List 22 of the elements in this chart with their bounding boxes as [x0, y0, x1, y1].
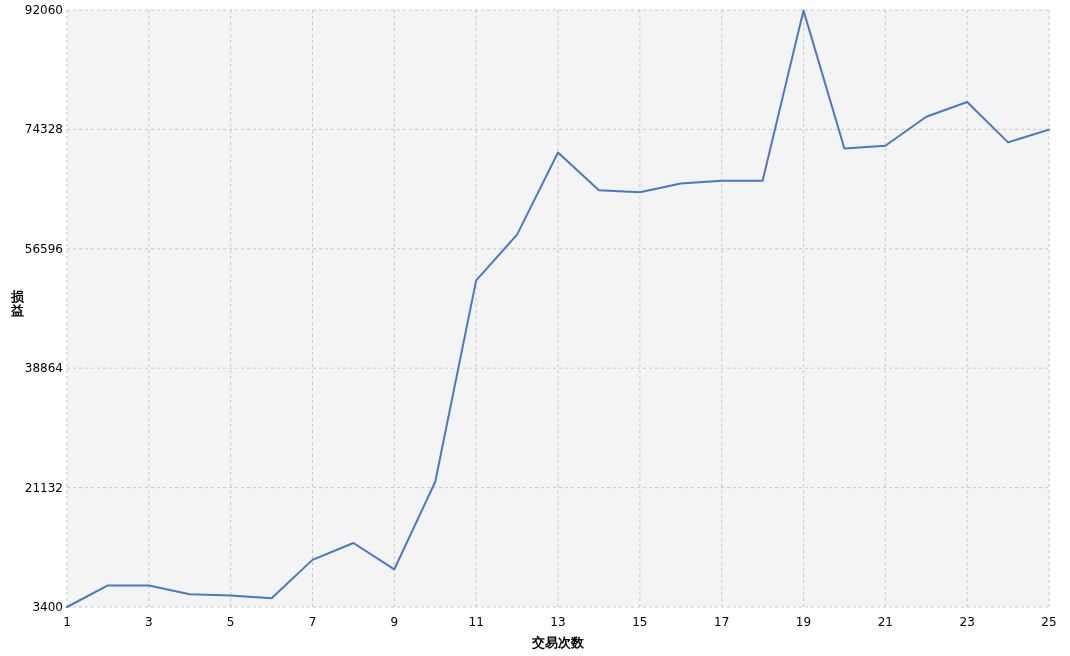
x-tick-label: 17 — [714, 615, 730, 629]
x-tick-label: 5 — [226, 615, 235, 629]
y-tick-label: 74328 — [24, 122, 63, 137]
y-tick-label: 3400 — [32, 600, 63, 614]
x-tick-label: 15 — [632, 615, 648, 629]
x-tick-label: 3 — [145, 615, 153, 629]
x-tick-label: 21 — [877, 615, 893, 629]
x-tick-label: 1 — [63, 615, 71, 629]
x-tick-label: 25 — [1041, 615, 1057, 629]
x-tick-label: 19 — [795, 615, 812, 629]
y-tick-label: 21132 — [24, 480, 63, 495]
x-tick-label: 23 — [959, 615, 975, 629]
x-tick-label: 11 — [468, 615, 484, 629]
y-tick-label: 92060 — [24, 3, 63, 17]
x-tick-label: 9 — [390, 615, 399, 629]
y-axis-title: 损益 — [9, 288, 25, 318]
x-axis-title: 交易次数 — [531, 635, 585, 650]
x-tick-label: 13 — [550, 615, 566, 629]
y-tick-label: 56596 — [24, 241, 63, 256]
y-tick-label: 38864 — [24, 361, 63, 376]
line-series — [66, 9, 1050, 608]
x-tick-label: 7 — [308, 615, 317, 629]
